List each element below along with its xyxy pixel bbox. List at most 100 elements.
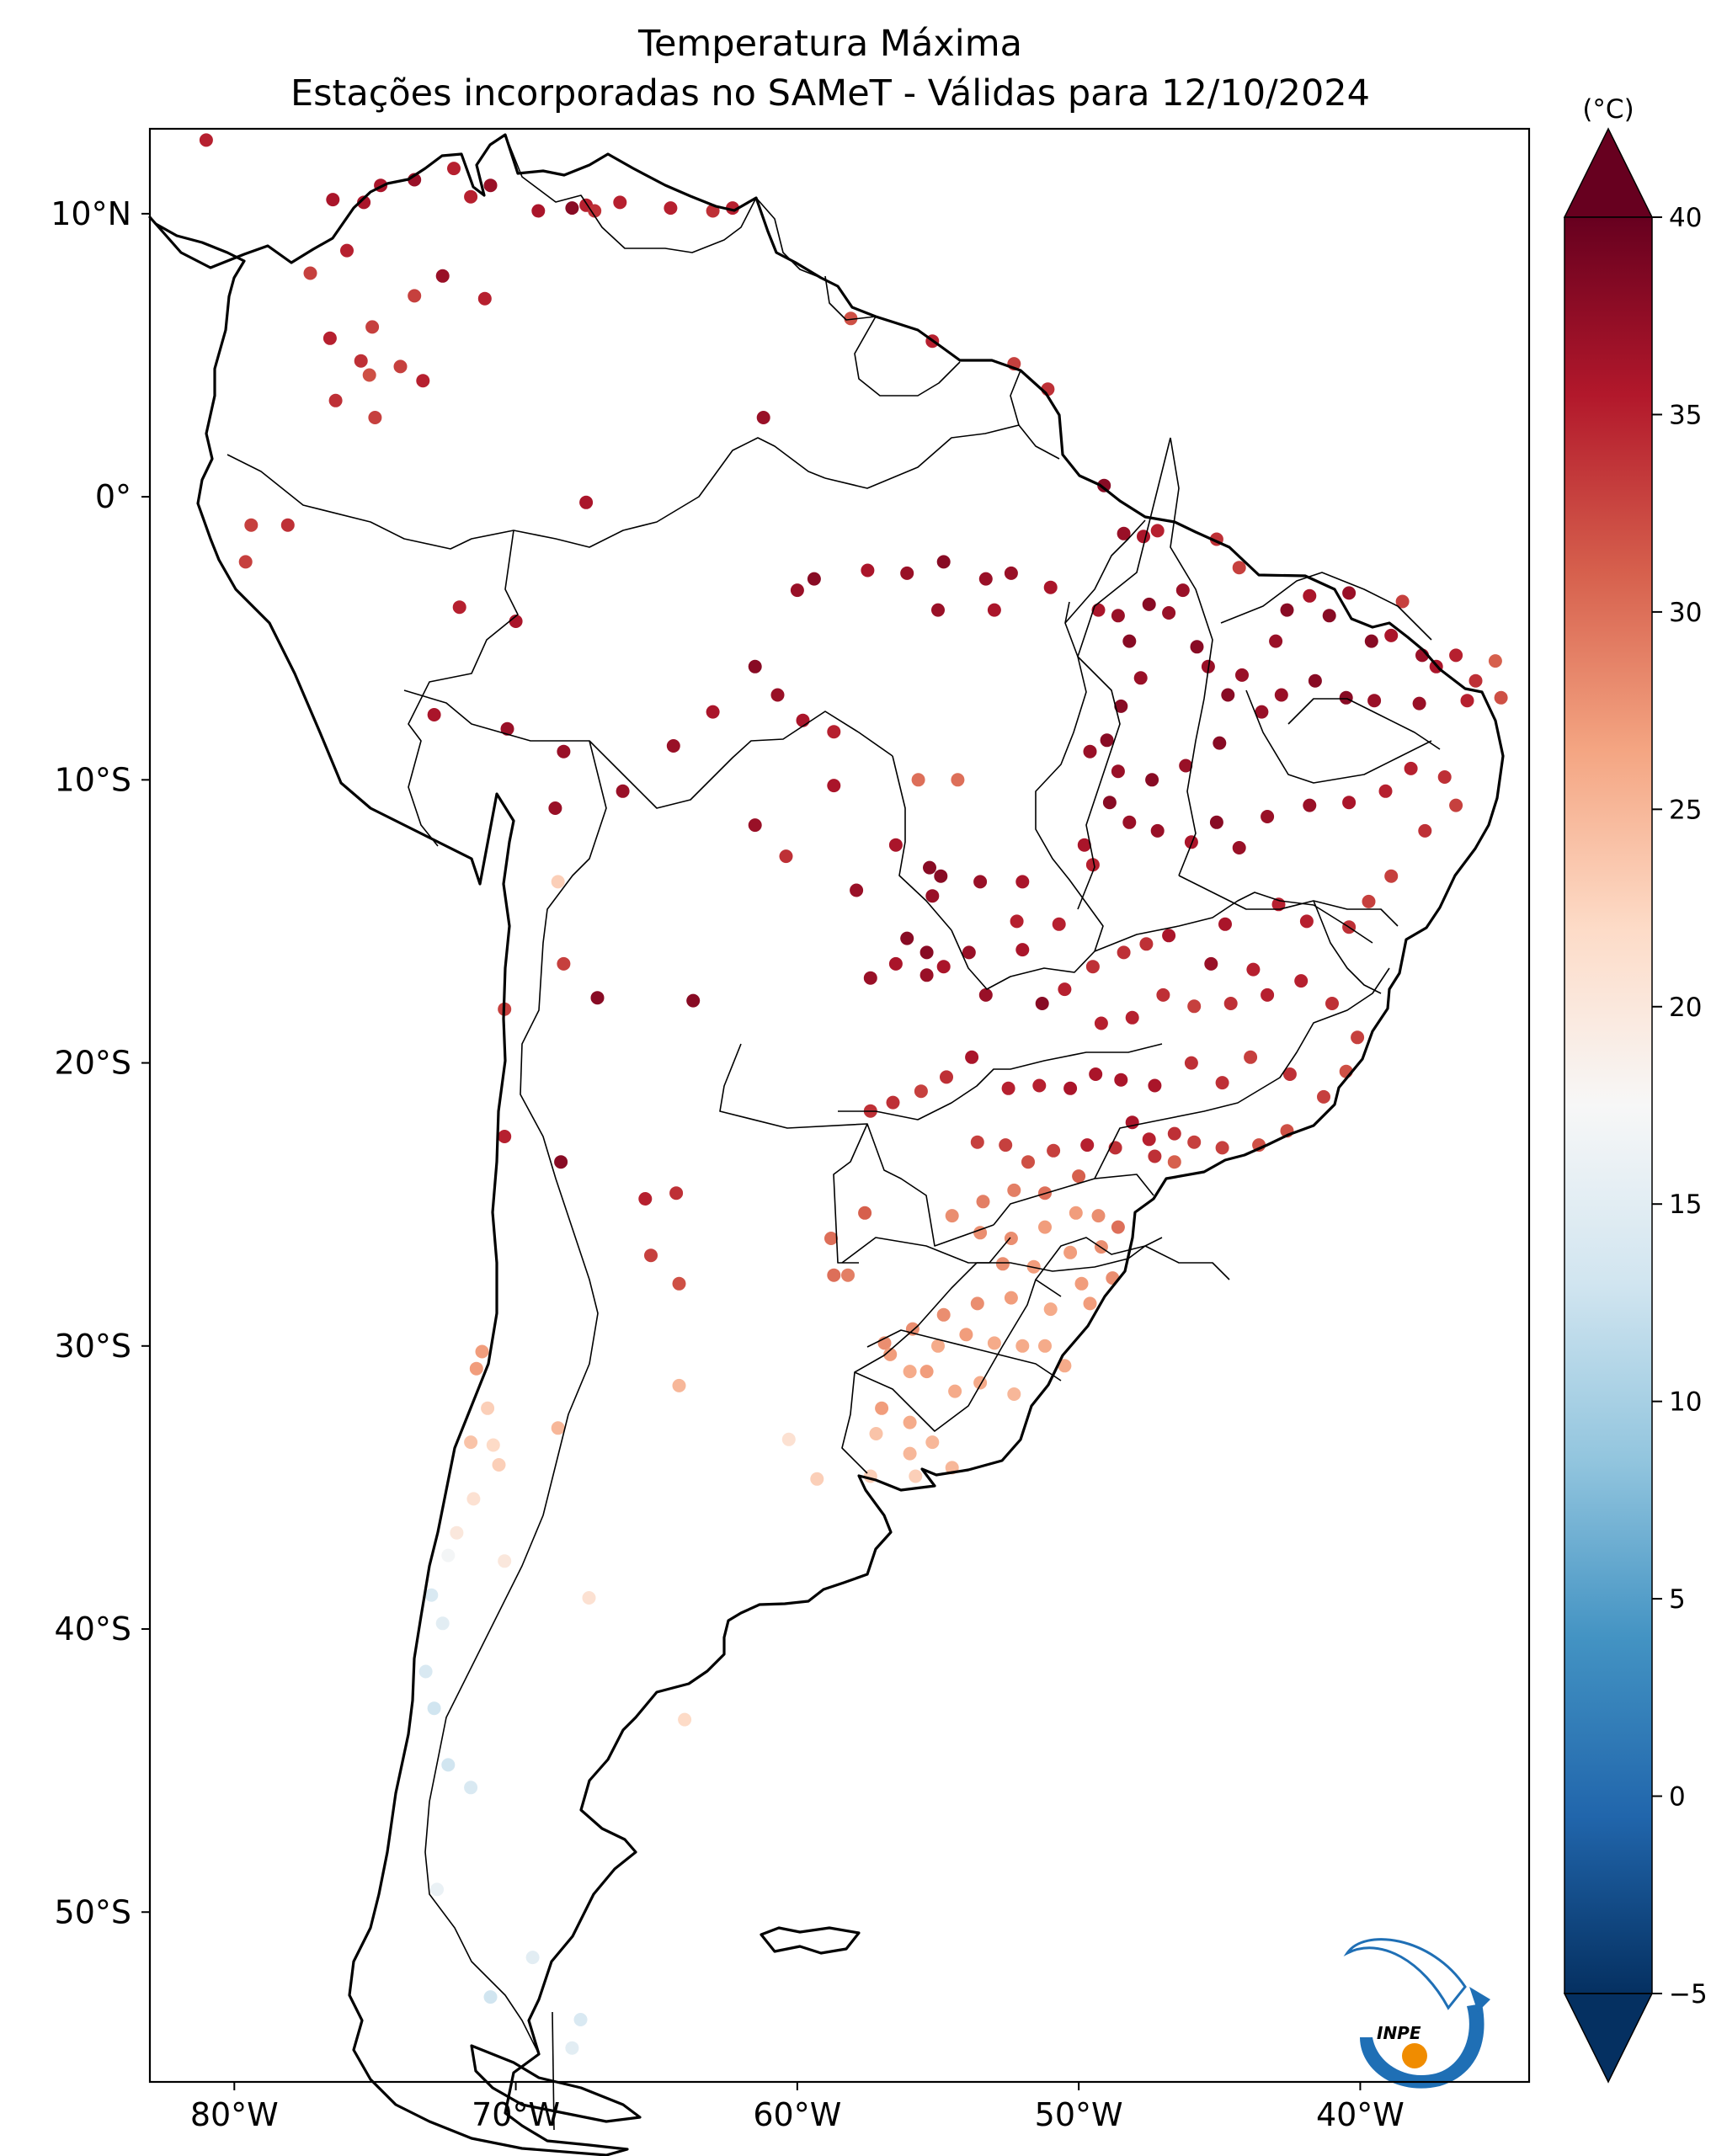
station-point <box>1085 858 1100 872</box>
station-point <box>1223 997 1238 1010</box>
station-point <box>441 1548 456 1562</box>
station-point <box>1317 1089 1330 1104</box>
station-point <box>557 744 571 759</box>
station-point <box>1362 894 1376 908</box>
station-point <box>1001 1081 1015 1095</box>
station-point <box>911 773 925 787</box>
station-point <box>827 725 841 739</box>
station-point <box>509 615 523 628</box>
latitude-axis: 10°N 0° 10°S 20°S 30°S 40°S 50°S <box>51 195 150 1930</box>
station-point <box>551 875 565 889</box>
station-point <box>1032 1078 1047 1093</box>
station-point <box>1058 982 1072 997</box>
station-point <box>1156 988 1170 1002</box>
station-point <box>588 204 602 218</box>
station-point <box>1004 1232 1018 1245</box>
station-point <box>435 1616 450 1631</box>
station-point <box>1021 1155 1035 1169</box>
station-point <box>672 1276 686 1291</box>
station-point <box>1091 1209 1106 1223</box>
station-point <box>557 956 571 971</box>
station-point <box>779 849 793 864</box>
station-point <box>965 1050 979 1064</box>
station-point <box>1232 561 1246 575</box>
station-point <box>1035 997 1049 1010</box>
station-point <box>1074 1276 1089 1291</box>
station-point <box>1215 1076 1229 1090</box>
station-point <box>1244 1050 1258 1064</box>
station-point <box>790 583 804 598</box>
station-point <box>925 889 940 903</box>
station-point <box>1460 694 1474 708</box>
station-point <box>525 1951 540 1965</box>
station-point <box>244 518 259 532</box>
station-point <box>447 162 461 176</box>
station-point <box>900 931 914 945</box>
station-point <box>280 518 295 532</box>
station-point <box>328 393 343 407</box>
station-point <box>1015 943 1030 957</box>
station-point <box>936 960 951 974</box>
station-point <box>1089 1067 1103 1081</box>
y-tick-label: 0° <box>95 478 131 515</box>
station-point <box>1085 960 1100 974</box>
colorbar-gradient <box>1564 217 1652 1994</box>
station-point <box>1412 696 1426 711</box>
station-point <box>844 311 858 326</box>
station-point <box>1190 640 1204 654</box>
station-point <box>1204 956 1218 971</box>
station-point <box>686 993 701 1008</box>
station-point <box>638 1192 653 1206</box>
figure-subtitle: Estações incorporadas no SAMeT - Válidas… <box>290 72 1370 114</box>
x-tick-label: 70°W <box>472 2096 560 2133</box>
station-point <box>1269 634 1283 648</box>
colorbar-tick-label: 15 <box>1669 1190 1702 1220</box>
station-point <box>466 1492 481 1506</box>
station-point <box>1294 974 1309 988</box>
station-point <box>666 739 680 753</box>
station-point <box>672 1378 686 1392</box>
y-tick-label: 10°S <box>55 761 131 798</box>
station-point <box>1395 594 1410 609</box>
longitude-axis: 80°W 70°W 60°W 50°W 40°W <box>190 2082 1405 2133</box>
station-point <box>914 1084 928 1099</box>
station-point <box>1072 1169 1086 1184</box>
station-point <box>1043 580 1058 594</box>
station-point <box>1094 1016 1108 1030</box>
station-point <box>340 243 354 258</box>
station-point <box>931 1339 945 1353</box>
station-point <box>427 708 441 721</box>
y-tick-label: 50°S <box>55 1893 131 1930</box>
political-borders <box>227 134 1441 2131</box>
station-points <box>199 133 1508 2055</box>
station-point <box>1322 609 1336 623</box>
station-point <box>1175 583 1190 598</box>
station-point <box>1303 588 1317 603</box>
station-point <box>1209 815 1223 829</box>
station-point <box>565 201 579 216</box>
colorbar-unit: (°C) <box>1582 94 1634 125</box>
station-point <box>1282 1067 1297 1081</box>
station-point <box>1102 796 1117 810</box>
station-point <box>554 1155 568 1169</box>
station-point <box>565 2041 579 2055</box>
station-point <box>973 1226 988 1240</box>
station-point <box>498 1130 512 1143</box>
station-point <box>1117 526 1131 540</box>
station-point <box>858 1206 872 1220</box>
colorbar-tick-label: 35 <box>1669 400 1702 430</box>
station-point <box>1148 1149 1162 1163</box>
station-point <box>441 1758 456 1772</box>
colorbar-extend-max <box>1563 127 1654 218</box>
colorbar-frame <box>1564 216 1653 1994</box>
station-point <box>365 320 380 334</box>
station-point <box>1111 1220 1125 1234</box>
station-point <box>1043 1302 1058 1317</box>
station-point <box>1077 838 1091 852</box>
station-point <box>1052 917 1066 931</box>
station-point <box>1280 603 1294 617</box>
station-point <box>418 1664 433 1679</box>
station-point <box>726 201 739 216</box>
station-point <box>1221 688 1235 702</box>
station-point <box>492 1458 506 1472</box>
